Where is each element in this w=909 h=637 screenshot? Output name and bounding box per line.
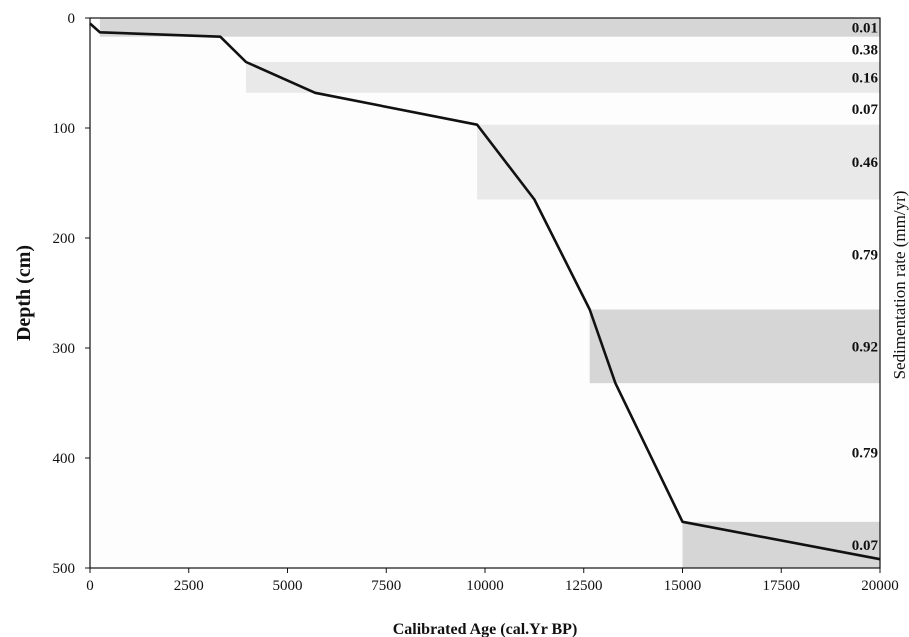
y-tick-label: 0 <box>68 11 76 27</box>
right-axis-title: Sedimentation rate (mm/yr) <box>890 191 909 380</box>
y-tick-label: 200 <box>53 231 76 247</box>
x-tick-label: 10000 <box>466 578 504 594</box>
plot-background <box>90 18 880 568</box>
rate-label-5: 0.46 <box>852 155 879 171</box>
rate-band-1 <box>99 18 880 37</box>
y-axis-ticks: 0 100 200 300 400 500 <box>53 11 90 577</box>
age-depth-line <box>89 22 881 561</box>
x-axis-ticks: 0 2500 5000 7500 10000 12500 15000 17500 20000 <box>86 568 899 594</box>
rate-band-9 <box>682 521 880 568</box>
rate-labels: 0.01 0.38 0.16 0.07 0.46 0.79 0.92 0.79 0.07 <box>852 20 879 554</box>
rate-label-4: 0.07 <box>852 102 879 118</box>
rate-band-3 <box>246 62 880 93</box>
x-tick-label: 7500 <box>371 578 401 594</box>
rate-label-8: 0.79 <box>852 446 878 462</box>
rate-label-1: 0.01 <box>852 20 878 36</box>
rate-bands <box>99 18 880 568</box>
x-tick-label: 15000 <box>664 578 702 594</box>
y-tick-label: 100 <box>53 121 76 137</box>
y-tick-label: 500 <box>53 561 76 577</box>
x-tick-label: 0 <box>86 578 94 594</box>
rate-label-3: 0.16 <box>852 70 879 86</box>
x-tick-label: 17500 <box>763 578 801 594</box>
rate-label-9: 0.07 <box>852 538 879 554</box>
rate-label-6: 0.79 <box>852 248 878 264</box>
x-tick-label: 12500 <box>565 578 603 594</box>
x-axis-title: Calibrated Age (cal.Yr BP) <box>393 621 578 637</box>
x-tick-label: 5000 <box>273 578 303 594</box>
rate-label-7: 0.92 <box>852 339 878 355</box>
y-axis-title: Depth (cm) <box>13 245 35 341</box>
rate-band-5 <box>477 124 880 200</box>
x-tick-label: 2500 <box>174 578 204 594</box>
rate-label-2: 0.38 <box>852 42 878 58</box>
y-tick-label: 400 <box>53 451 76 467</box>
y-tick-label: 300 <box>53 341 76 357</box>
x-tick-label: 20000 <box>861 578 899 594</box>
rate-band-7 <box>589 309 880 384</box>
